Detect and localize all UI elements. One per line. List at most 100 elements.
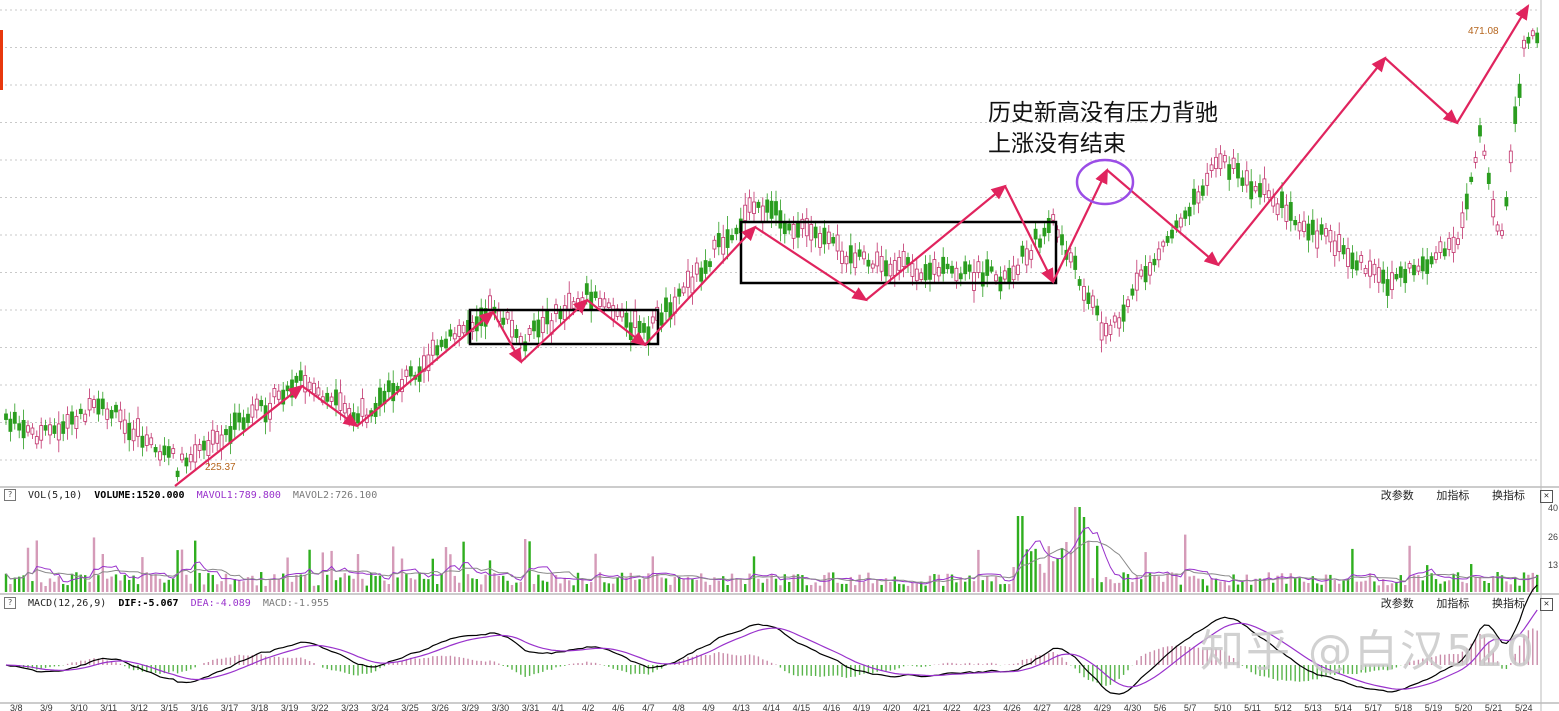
candle-body xyxy=(787,223,792,231)
macd-tools: 改参数 加指标 换指标 xyxy=(1371,596,1531,612)
volume-bar xyxy=(1228,585,1231,592)
volume-bar xyxy=(1421,580,1424,592)
macd-indicator: MACD(12,26,9) xyxy=(28,598,107,609)
volume-bar xyxy=(761,582,764,592)
candle-body xyxy=(1403,268,1408,284)
volume-bar xyxy=(1307,582,1310,592)
candle-body xyxy=(976,261,981,273)
edit-params-button[interactable]: 改参数 xyxy=(1380,489,1414,502)
volume-bar xyxy=(1047,546,1050,592)
date-tick-label: 3/15 xyxy=(161,703,179,711)
volume-bar xyxy=(664,578,668,592)
annotation-text: 历史新高没有压力背驰 上涨没有结束 xyxy=(988,98,1218,160)
candle-body xyxy=(329,396,334,402)
candle-body xyxy=(637,320,642,334)
switch-indicator-button[interactable]: 换指标 xyxy=(1492,597,1525,610)
close-icon[interactable]: ✕ xyxy=(1540,490,1553,503)
candle-body xyxy=(1293,219,1298,226)
volume-bar xyxy=(9,583,12,592)
volume-bar xyxy=(26,547,30,592)
candle-body xyxy=(12,411,17,424)
candle-body xyxy=(1429,256,1434,265)
date-tick-label: 4/13 xyxy=(732,703,750,711)
candle-body xyxy=(1104,323,1108,337)
volume-bar xyxy=(436,584,439,592)
volume-bar xyxy=(634,579,637,592)
volume-bar xyxy=(40,582,43,592)
candle-body xyxy=(197,444,202,451)
volume-bar xyxy=(1184,534,1187,592)
volume-bar xyxy=(1188,576,1191,592)
candle-body xyxy=(1165,236,1170,243)
volume-bar xyxy=(572,585,575,592)
candle-body xyxy=(1095,305,1100,316)
volume-bar xyxy=(532,583,536,592)
candle-body xyxy=(1002,270,1007,280)
macd-dif: DIF:-5.067 xyxy=(118,598,179,609)
candle-body xyxy=(1051,214,1056,221)
volume-bar xyxy=(1030,551,1033,592)
candle-body xyxy=(708,261,712,267)
candle-body xyxy=(818,233,822,248)
volume-bar xyxy=(1527,574,1530,592)
date-tick-label: 4/20 xyxy=(883,703,901,711)
volume-bar xyxy=(1386,585,1389,592)
volume-bar xyxy=(1338,583,1341,592)
candle-body xyxy=(1464,193,1469,210)
candle-body xyxy=(853,252,858,269)
trend-arrow xyxy=(586,299,647,347)
volume-bar xyxy=(79,574,82,592)
candle-body xyxy=(593,291,598,299)
candle-body xyxy=(1302,220,1306,232)
volume-bar xyxy=(1210,577,1213,592)
volume-bar xyxy=(620,572,624,592)
candle-body xyxy=(1174,220,1179,229)
help-icon[interactable]: ? xyxy=(4,597,16,609)
volume-bar xyxy=(374,576,377,592)
volume-bar xyxy=(1390,583,1394,592)
candle-body xyxy=(813,226,818,239)
date-tick-label: 4/2 xyxy=(582,703,595,711)
volume-bar xyxy=(273,574,276,592)
candle-body xyxy=(184,457,189,467)
volume-bar xyxy=(673,576,676,592)
date-tick-label: 3/29 xyxy=(462,703,480,711)
volume-bar xyxy=(519,581,522,592)
candle-body xyxy=(721,237,726,255)
volume-bar xyxy=(559,583,562,592)
volume-bar xyxy=(915,583,918,592)
switch-indicator-button[interactable]: 换指标 xyxy=(1492,489,1525,502)
volume-bar xyxy=(999,584,1002,592)
candle-body xyxy=(712,239,717,250)
date-tick-label: 5/20 xyxy=(1455,703,1473,711)
help-icon[interactable]: ? xyxy=(4,489,16,501)
volume-bar xyxy=(405,574,408,592)
volume-bar xyxy=(682,578,685,592)
volume-bar xyxy=(550,572,553,592)
vol-tick: 26 xyxy=(1548,532,1559,542)
candle-body xyxy=(386,380,391,393)
add-indicator-button[interactable]: 加指标 xyxy=(1436,489,1470,502)
candle-body xyxy=(545,309,550,325)
edit-params-button[interactable]: 改参数 xyxy=(1380,597,1414,610)
candle-body xyxy=(963,261,968,275)
add-indicator-button[interactable]: 加指标 xyxy=(1436,597,1470,610)
candle-body xyxy=(1381,269,1386,284)
candle-body xyxy=(699,267,704,282)
volume-bar xyxy=(968,575,971,592)
candle-body xyxy=(765,199,770,213)
candle-body xyxy=(589,291,594,310)
volume-bar xyxy=(1056,558,1059,592)
candle-body xyxy=(945,263,950,270)
candle-body xyxy=(26,425,30,433)
volume-bar xyxy=(1263,578,1266,592)
candle-body xyxy=(96,398,101,415)
volume-bar xyxy=(1122,572,1125,592)
volume-bar xyxy=(1144,552,1147,592)
candle-body xyxy=(285,385,290,392)
date-tick-label: 4/19 xyxy=(853,703,871,711)
volume-bar xyxy=(110,576,113,592)
volume-bar xyxy=(1456,572,1460,592)
close-icon[interactable]: ✕ xyxy=(1540,598,1553,611)
volume-bar xyxy=(1412,575,1416,592)
